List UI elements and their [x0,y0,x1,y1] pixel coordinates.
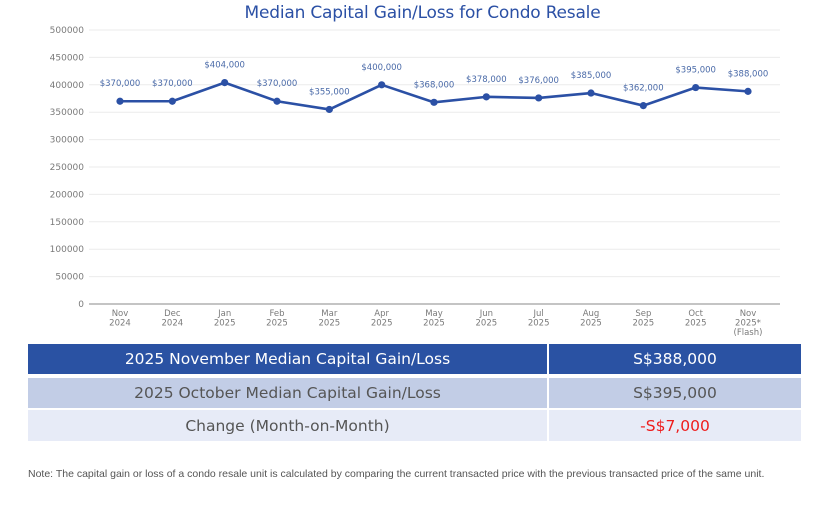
x-tick-label-line: 2025 [476,319,498,329]
y-tick-label: 0 [78,300,84,310]
x-tick-label-line: (Flash) [734,328,763,338]
table-cell-label: Change (Month-on-Month) [28,410,547,441]
table-row-change: Change (Month-on-Month) -S$7,000 [28,410,801,441]
y-tick-label: 150000 [50,218,85,228]
y-tick-label: 200000 [50,190,85,200]
x-tick-label-line: 2025 [528,319,550,329]
x-tick-label: Nov 2024 [109,309,131,329]
x-tick-label-line: Feb [269,309,284,319]
x-tick-label-line: Nov [740,309,757,319]
y-tick-label: 400000 [50,81,85,91]
x-tick-label-line: 2024 [162,319,184,329]
x-tick-label: Nov 2025* (Flash) [734,309,763,338]
y-tick-label: 100000 [50,245,85,255]
y-tick-label: 250000 [50,163,85,173]
data-label: $376,000 [518,76,559,86]
footnote: Note: The capital gain or loss of a cond… [28,468,765,480]
line-chart: 0 50000 100000 150000 200000 250000 300000 3500… [50,26,780,338]
data-label: $370,000 [100,79,141,89]
data-label: $362,000 [623,84,664,94]
data-label: $388,000 [728,69,769,79]
x-tick-label: May 2025 [423,309,445,329]
x-tick-label-line: 2024 [109,319,131,329]
x-tick-label-line: Aug [583,309,600,319]
data-point [587,89,595,97]
data-point [116,97,124,105]
x-tick-label-line: 2025 [266,319,288,329]
data-label: $368,000 [414,80,455,90]
data-point [744,87,752,95]
data-point [325,105,333,114]
table-cell-change-value: -S$7,000 [549,410,801,441]
data-label: $355,000 [309,87,350,97]
table-row-previous-month: 2025 October Median Capital Gain/Loss S$… [28,378,801,408]
data-label: $404,000 [204,61,245,71]
data-point [168,97,176,105]
chart-title: Median Capital Gain/Loss for Condo Resal… [244,3,601,23]
x-tick-label: Mar 2025 [319,309,341,329]
y-tick-label: 450000 [50,53,85,63]
data-labels: $370,000 $370,000 $404,000 $370,000 $355,000… [100,61,769,98]
x-tick-label: Oct 2025 [685,309,707,329]
x-tick-label-line: Jun [479,309,493,319]
data-point [430,98,438,106]
data-point [692,83,700,92]
x-tick-label: Jun 2025 [476,309,498,329]
x-tick-label-line: Jan [217,309,231,319]
data-label: $385,000 [571,71,612,81]
x-tick-label-line: 2025 [580,319,602,329]
data-point [482,93,490,101]
x-tick-label-line: Nov [112,309,129,319]
x-tick-label-line: Oct [688,309,703,319]
x-tick-label-line: Mar [321,309,338,319]
table-cell-value: S$388,000 [549,344,801,374]
data-label: $400,000 [361,63,402,73]
x-tick-label-line: May [425,309,443,319]
x-tick-label: Dec 2024 [162,309,184,329]
gridlines [89,29,780,278]
y-axis-ticks: 0 50000 100000 150000 200000 250000 300000 3500… [50,26,85,310]
x-tick-label: Apr 2025 [371,309,393,329]
x-tick-label-line: Jul [533,309,544,319]
x-tick-label: Jan 2025 [214,309,236,329]
data-point [639,102,647,110]
x-tick-label-line: Sep [635,309,651,319]
x-tick-label-line: 2025 [633,319,655,329]
data-point [535,94,543,102]
y-tick-label: 350000 [50,108,85,118]
x-tick-label-line: 2025 [319,319,341,329]
table-row-current-month: 2025 November Median Capital Gain/Loss S… [28,344,801,374]
x-tick-label-line: 2025 [685,319,707,329]
data-point [378,81,386,89]
x-tick-label: Feb 2025 [266,309,288,329]
x-tick-label: Sep 2025 [633,309,655,329]
y-tick-label: 500000 [50,26,85,36]
x-tick-label-line: 2025* [735,319,761,329]
data-point [221,79,229,87]
data-label: $378,000 [466,75,507,85]
data-label: $395,000 [675,66,716,76]
data-label: $370,000 [152,79,193,89]
table-cell-label: 2025 November Median Capital Gain/Loss [28,344,547,374]
x-tick-label-line: 2025 [423,319,445,329]
x-tick-label-line: 2025 [214,319,236,329]
x-tick-label: Jul 2025 [528,309,550,329]
data-points [116,79,752,114]
x-tick-label-line: Dec [164,309,181,319]
x-tick-label: Aug 2025 [580,309,602,329]
table-cell-label: 2025 October Median Capital Gain/Loss [28,378,547,408]
data-point [273,97,281,105]
x-tick-label-line: 2025 [371,319,393,329]
y-tick-label: 300000 [50,136,85,146]
x-tick-label-line: Apr [374,309,389,319]
table-cell-value: S$395,000 [549,378,801,408]
y-tick-label: 50000 [55,273,84,283]
data-label: $370,000 [257,79,298,89]
